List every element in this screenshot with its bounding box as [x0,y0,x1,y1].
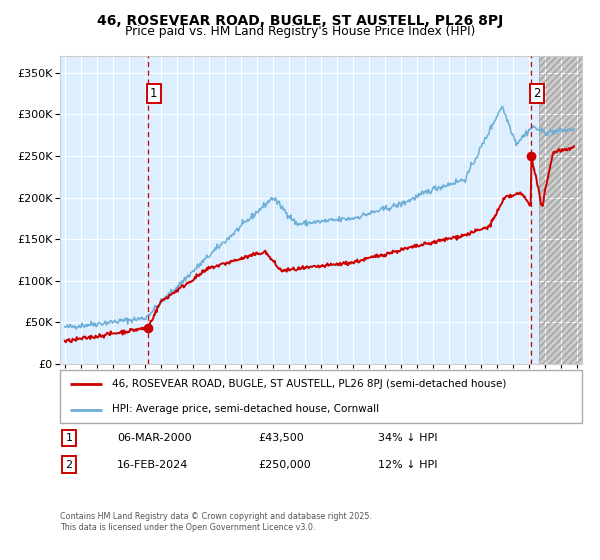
Text: Contains HM Land Registry data © Crown copyright and database right 2025.
This d: Contains HM Land Registry data © Crown c… [60,512,372,532]
Text: 06-MAR-2000: 06-MAR-2000 [117,433,191,443]
Bar [539,56,582,364]
FancyBboxPatch shape [60,370,582,423]
Text: 46, ROSEVEAR ROAD, BUGLE, ST AUSTELL, PL26 8PJ (semi-detached house): 46, ROSEVEAR ROAD, BUGLE, ST AUSTELL, PL… [112,380,506,390]
Text: Price paid vs. HM Land Registry's House Price Index (HPI): Price paid vs. HM Land Registry's House … [125,25,475,38]
Text: 2: 2 [65,460,73,470]
Text: 12% ↓ HPI: 12% ↓ HPI [378,460,437,470]
Text: 1: 1 [65,433,73,443]
Text: 46, ROSEVEAR ROAD, BUGLE, ST AUSTELL, PL26 8PJ: 46, ROSEVEAR ROAD, BUGLE, ST AUSTELL, PL… [97,14,503,28]
Text: HPI: Average price, semi-detached house, Cornwall: HPI: Average price, semi-detached house,… [112,404,379,414]
Text: 34% ↓ HPI: 34% ↓ HPI [378,433,437,443]
Text: £43,500: £43,500 [258,433,304,443]
Text: £250,000: £250,000 [258,460,311,470]
Text: 1: 1 [150,87,158,100]
Bar [539,56,582,364]
Text: 16-FEB-2024: 16-FEB-2024 [117,460,188,470]
Text: 2: 2 [533,87,541,100]
